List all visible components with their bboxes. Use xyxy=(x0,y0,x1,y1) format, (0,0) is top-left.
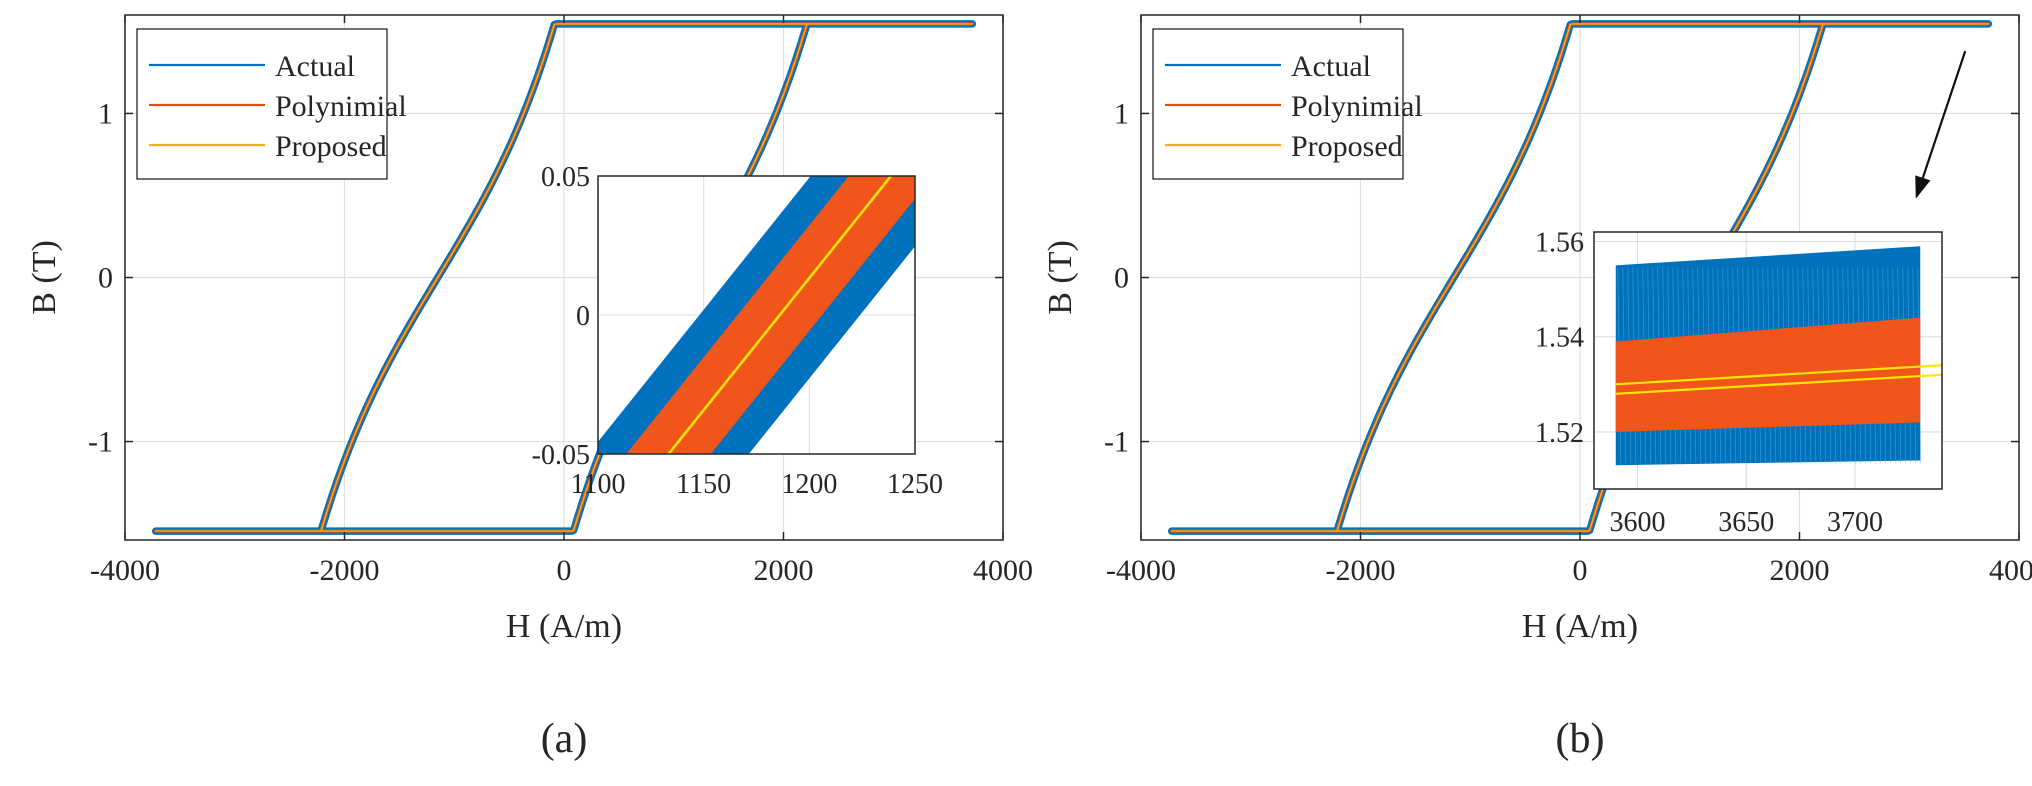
inset-bands xyxy=(598,176,915,454)
inset-zoom: 3600 3650 3700 1.52 1.54 1.56 xyxy=(1535,228,1943,538)
panel-caption: (b) xyxy=(1556,716,1605,762)
inset-x-tick-label: 1100 xyxy=(571,469,626,500)
legend: Actual Polynimial Proposed xyxy=(136,28,407,180)
legend-label-proposed: Proposed xyxy=(1291,130,1403,163)
y-tick-label: 0 xyxy=(98,262,113,295)
legend-label-proposed: Proposed xyxy=(275,130,387,163)
inset-polynimial-band xyxy=(626,176,915,454)
y-tick-label: 1 xyxy=(98,97,113,130)
zoom-arrow-head xyxy=(1915,175,1931,199)
y-tick-label: 0 xyxy=(1114,262,1129,295)
legend-label-polynimial: Polynimial xyxy=(1291,90,1423,123)
inset-proposed-line-upper xyxy=(1615,364,1943,386)
tick-marks xyxy=(124,15,1004,540)
y-tick-label: -1 xyxy=(1104,426,1129,459)
x-axis-label: H (A/m) xyxy=(1522,608,1638,645)
inset-zoom: 1100 1150 1200 1250 -0.05 0 0.05 xyxy=(532,162,943,500)
panel-b: -4000 -2000 0 2000 4000 -1 0 1 H (A/m) B (T) Actua… xyxy=(1042,14,2032,762)
zoom-arrow-shaft xyxy=(1921,50,1967,179)
x-tick-label: -2000 xyxy=(310,554,380,587)
y-tick-label: -1 xyxy=(88,426,113,459)
inset-y-tick-label: 0.05 xyxy=(541,162,590,193)
y-tick-label: 1 xyxy=(1114,97,1129,130)
legend-label-polynimial: Polynimial xyxy=(275,90,407,123)
x-tick-label: 0 xyxy=(557,554,572,587)
inset-y-tick-label: -0.05 xyxy=(532,440,590,471)
y-axis-label: B (T) xyxy=(26,240,63,315)
inset-frame xyxy=(597,175,916,455)
legend-label-actual: Actual xyxy=(275,50,355,83)
inset-proposed-line-lower xyxy=(1615,373,1943,395)
x-tick-label: 4000 xyxy=(973,554,1033,587)
x-tick-label: -2000 xyxy=(1326,554,1396,587)
inset-y-tick-label: 1.54 xyxy=(1535,323,1584,354)
x-axis-label: H (A/m) xyxy=(506,608,622,645)
x-tick-label: 2000 xyxy=(754,554,814,587)
inset-y-tick-label: 1.52 xyxy=(1535,418,1584,449)
inset-y-tick-label: 1.56 xyxy=(1535,228,1584,259)
legend-label-actual: Actual xyxy=(1291,50,1371,83)
y-axis-label: B (T) xyxy=(1042,240,1079,315)
inset-y-tick-label: 0 xyxy=(576,301,590,332)
x-tick-label: 4000 xyxy=(1989,554,2032,587)
inset-frame xyxy=(1593,231,1943,490)
inset-x-tick-label: 3700 xyxy=(1827,507,1883,538)
x-tick-label: -4000 xyxy=(1106,554,1176,587)
inset-proposed-line xyxy=(666,176,893,454)
panel-caption: (a) xyxy=(541,716,588,762)
panel-a: -4000 -2000 0 2000 4000 -1 0 1 H (A/m) B (T) Actua… xyxy=(26,14,1033,762)
x-tick-label: 2000 xyxy=(1770,554,1830,587)
x-tick-label: 0 xyxy=(1573,554,1588,587)
inset-x-tick-label: 1250 xyxy=(887,469,943,500)
inset-x-tick-label: 1200 xyxy=(781,469,837,500)
tick-marks xyxy=(1140,15,2020,540)
legend: Actual Polynimial Proposed xyxy=(1152,28,1423,180)
inset-x-tick-label: 1150 xyxy=(676,469,731,500)
inset-x-tick-label: 3650 xyxy=(1718,507,1774,538)
inset-x-tick-label: 3600 xyxy=(1610,507,1666,538)
x-tick-label: -4000 xyxy=(90,554,160,587)
